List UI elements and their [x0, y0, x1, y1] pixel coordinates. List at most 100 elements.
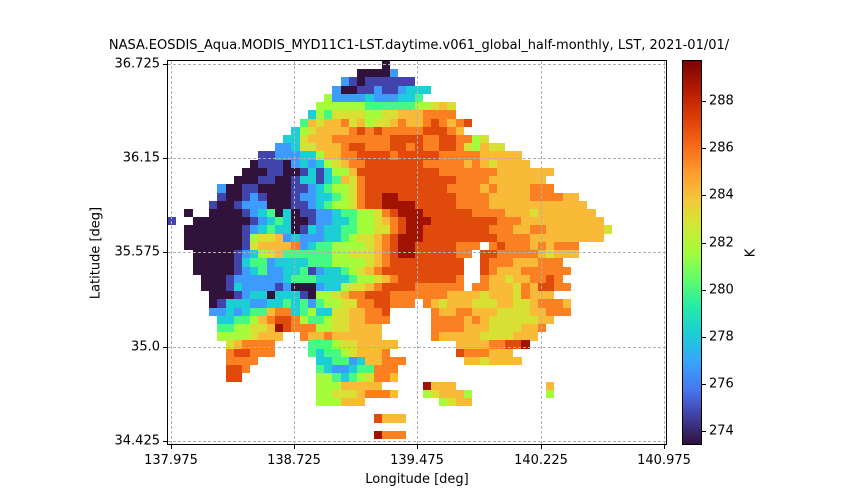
heatmap-cell: [217, 291, 226, 300]
heatmap-cell: [291, 250, 300, 259]
heatmap-cell: [529, 233, 538, 242]
heatmap-cell: [398, 102, 407, 111]
heatmap-cell: [307, 233, 317, 242]
heatmap-cell: [348, 356, 358, 366]
heatmap-cell: [537, 291, 547, 300]
heatmap-cell: [250, 282, 259, 292]
heatmap-cell: [307, 192, 317, 201]
heatmap-cell: [258, 324, 267, 333]
heatmap-cell: [233, 340, 243, 349]
heatmap-cell: [505, 258, 514, 267]
heatmap-cell: [373, 340, 382, 349]
heatmap-cell: [480, 233, 489, 242]
heatmap-cell: [299, 258, 308, 267]
heatmap-cell: [447, 332, 456, 341]
gridline-y: [168, 158, 666, 159]
heatmap-cell: [472, 282, 481, 292]
heatmap-cell: [241, 250, 251, 259]
heatmap-cell: [332, 299, 341, 308]
heatmap-cell: [381, 299, 391, 308]
heatmap-cell: [472, 151, 481, 160]
heatmap-cell: [250, 200, 259, 210]
heatmap-cell: [439, 102, 448, 111]
heatmap-cell: [324, 356, 333, 366]
heatmap-cell: [373, 315, 382, 325]
heatmap-cell: [250, 258, 259, 267]
heatmap-cell: [546, 274, 555, 284]
heatmap-cell: [521, 266, 530, 275]
heatmap-cell: [455, 307, 464, 316]
heatmap-cell: [225, 324, 234, 333]
heatmap-cell: [373, 143, 382, 152]
heatmap-cell: [406, 282, 415, 292]
heatmap-cell: [365, 291, 374, 300]
heatmap-cell: [315, 315, 325, 325]
heatmap-cell: [570, 208, 580, 218]
heatmap-cell: [324, 225, 333, 234]
heatmap-cell: [463, 348, 473, 357]
heatmap-cell: [209, 241, 218, 251]
heatmap-cell: [200, 233, 210, 242]
heatmap-cell: [258, 307, 267, 316]
heatmap-cell: [431, 299, 440, 308]
heatmap-cell: [266, 274, 275, 284]
heatmap-cell: [324, 134, 333, 144]
heatmap-cell: [274, 282, 284, 292]
heatmap-cell: [348, 77, 358, 86]
heatmap-cell: [332, 159, 341, 168]
heatmap-cell: [324, 102, 333, 111]
heatmap-cell: [472, 143, 481, 152]
heatmap-cell: [398, 299, 407, 308]
heatmap-cell: [488, 208, 497, 218]
heatmap-cell: [439, 315, 448, 325]
heatmap-cell: [332, 266, 341, 275]
heatmap-cell: [192, 258, 201, 267]
heatmap-cell: [431, 134, 440, 144]
heatmap-cell: [332, 110, 341, 119]
heatmap-cell: [414, 118, 423, 127]
heatmap-cell: [480, 307, 489, 316]
heatmap-cell: [398, 233, 407, 242]
heatmap-cell: [291, 241, 300, 251]
heatmap-cell: [332, 208, 341, 218]
heatmap-cell: [554, 307, 563, 316]
heatmap-cell: [373, 118, 382, 127]
heatmap-cell: [439, 291, 448, 300]
heatmap-cell: [439, 159, 448, 168]
heatmap-cell: [266, 167, 275, 177]
heatmap-cell: [389, 217, 399, 226]
heatmap-cell: [291, 176, 300, 185]
heatmap-cell: [381, 430, 391, 440]
heatmap-cell: [217, 266, 226, 275]
heatmap-cell: [340, 241, 349, 251]
heatmap-cell: [348, 143, 358, 152]
heatmap-cell: [414, 143, 423, 152]
heatmap-cell: [398, 159, 407, 168]
heatmap-cell: [209, 258, 218, 267]
heatmap-cell: [373, 151, 382, 160]
heatmap-cell: [496, 184, 506, 193]
heatmap-cell: [291, 159, 300, 168]
heatmap-cell: [192, 241, 201, 251]
heatmap-cell: [546, 291, 555, 300]
heatmap-cell: [233, 356, 243, 366]
heatmap-cell: [422, 192, 432, 201]
heatmap-cell: [496, 258, 506, 267]
heatmap-cell: [340, 299, 349, 308]
heatmap-cell: [480, 291, 489, 300]
heatmap-cell: [209, 282, 218, 292]
heatmap-cell: [537, 208, 547, 218]
heatmap-cell: [603, 225, 612, 234]
heatmap-cell: [439, 233, 448, 242]
heatmap-cell: [357, 299, 366, 308]
heatmap-cell: [373, 291, 382, 300]
heatmap-cell: [357, 200, 366, 210]
heatmap-cell: [307, 110, 317, 119]
heatmap-cell: [513, 208, 522, 218]
heatmap-cell: [373, 184, 382, 193]
heatmap-cell: [505, 241, 514, 251]
heatmap-cell: [488, 241, 497, 251]
heatmap-cell: [496, 299, 506, 308]
heatmap-cell: [439, 176, 448, 185]
heatmap-cell: [357, 118, 366, 127]
